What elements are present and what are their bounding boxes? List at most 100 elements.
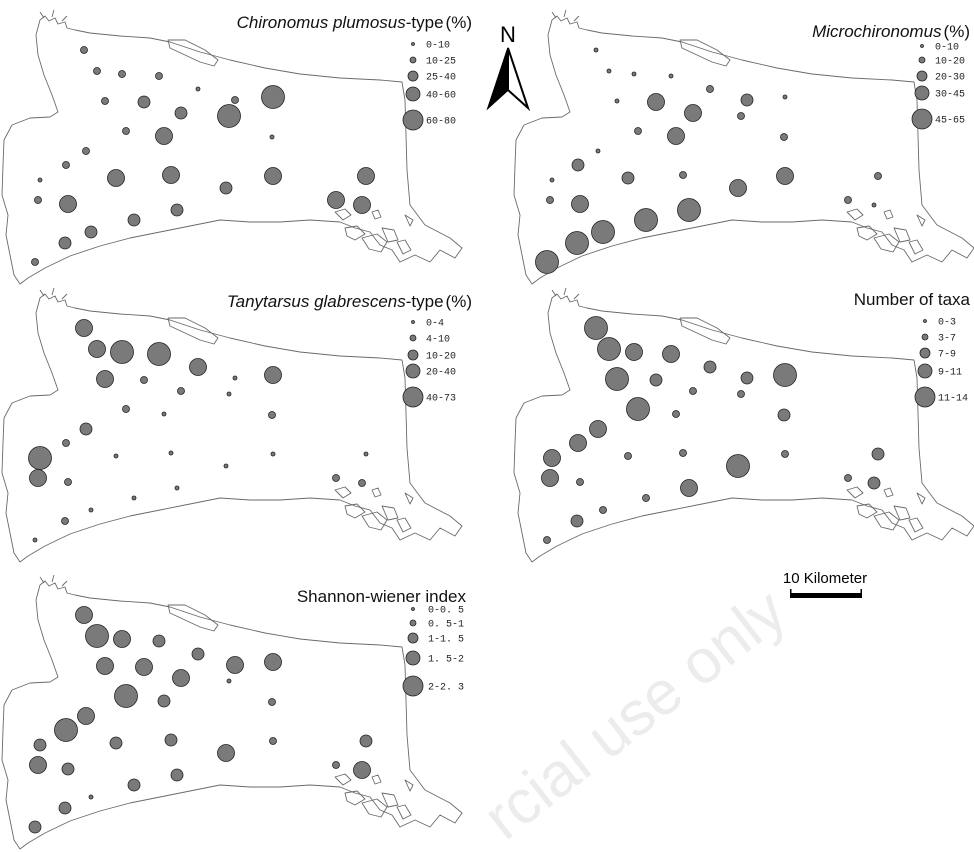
- lake-outline: [1, 287, 463, 563]
- site-marker: [591, 220, 615, 244]
- site-marker: [31, 258, 39, 266]
- site-marker: [58, 801, 72, 815]
- legend-symbol: [923, 319, 927, 323]
- site-marker: [264, 167, 282, 185]
- site-marker: [625, 343, 643, 361]
- legend-label: 0-3: [938, 318, 956, 329]
- map-panel-4: [513, 287, 974, 563]
- site-marker: [84, 225, 98, 239]
- site-marker: [703, 360, 717, 374]
- site-marker: [269, 737, 277, 745]
- site-marker: [172, 669, 190, 687]
- site-marker: [634, 127, 642, 135]
- site-marker: [777, 408, 791, 422]
- legend-label: 1. 5-2: [428, 655, 464, 666]
- legend-symbol: [409, 56, 417, 64]
- site-marker: [626, 397, 650, 421]
- site-marker: [782, 94, 788, 100]
- site-marker: [77, 707, 95, 725]
- site-marker: [85, 624, 109, 648]
- site-marker: [168, 450, 174, 456]
- site-marker: [776, 167, 794, 185]
- site-marker: [546, 196, 554, 204]
- panel-1-unit: (%): [446, 13, 472, 32]
- map-panel-3: [1, 287, 463, 563]
- site-marker: [773, 363, 797, 387]
- site-marker: [113, 453, 119, 459]
- legend-symbol: [411, 607, 415, 611]
- panel-3-taxon: Tanytarsus glabrescens: [227, 292, 406, 311]
- panel-4-title: Number of taxa: [854, 290, 971, 309]
- legend-panel-4: 0-3 3-7 7-9 9-11 11-14: [914, 318, 968, 408]
- site-marker: [631, 71, 637, 77]
- site-marker: [54, 718, 78, 742]
- site-marker: [127, 778, 141, 792]
- site-marker: [61, 517, 69, 525]
- site-marker: [327, 191, 345, 209]
- site-marker: [353, 196, 371, 214]
- legend-symbol: [405, 650, 421, 666]
- site-marker: [223, 463, 229, 469]
- legend-label: 3-7: [938, 334, 956, 345]
- legend-label: 40-60: [426, 91, 456, 102]
- site-marker: [359, 734, 373, 748]
- site-marker: [662, 345, 680, 363]
- site-marker: [122, 405, 130, 413]
- site-marker: [597, 337, 621, 361]
- site-marker: [672, 410, 680, 418]
- panel-5-label: Shannon-wiener index: [297, 587, 467, 606]
- north-arrow-icon: N: [486, 22, 531, 112]
- site-marker: [164, 733, 178, 747]
- north-label: N: [500, 22, 516, 47]
- site-marker: [28, 820, 42, 834]
- legend-label: 40-73: [426, 394, 456, 405]
- legend-symbol: [402, 675, 424, 697]
- map-panels: [1, 9, 974, 850]
- map-panel-5: [1, 574, 463, 850]
- legend-symbol: [917, 363, 933, 379]
- site-marker: [114, 684, 138, 708]
- site-marker: [726, 454, 750, 478]
- site-marker: [605, 367, 629, 391]
- site-marker: [844, 196, 852, 204]
- legend-label: 7-9: [938, 350, 956, 361]
- site-marker: [226, 656, 244, 674]
- site-marker: [353, 761, 371, 779]
- site-marker: [58, 236, 72, 250]
- legend-symbol: [407, 70, 419, 82]
- site-marker: [867, 476, 881, 490]
- site-marker: [543, 536, 551, 544]
- site-marker: [113, 630, 131, 648]
- site-marker: [642, 494, 650, 502]
- legend-symbol: [405, 86, 421, 102]
- scale-bar-line: [790, 593, 862, 598]
- site-marker: [667, 127, 685, 145]
- site-marker: [135, 658, 153, 676]
- panel-2-title: Microchironomus (%): [812, 22, 970, 41]
- site-marker: [780, 133, 788, 141]
- legend-symbol: [405, 363, 421, 379]
- site-marker: [684, 104, 702, 122]
- legend-label: 0-10: [426, 41, 450, 52]
- site-marker: [231, 96, 239, 104]
- legend-label: 10-20: [935, 57, 965, 68]
- site-marker: [174, 485, 180, 491]
- site-marker: [64, 478, 72, 486]
- site-marker: [96, 370, 114, 388]
- site-marker: [152, 634, 166, 648]
- site-marker: [88, 794, 94, 800]
- site-marker: [140, 376, 148, 384]
- legend-symbol: [409, 334, 417, 342]
- site-marker: [75, 319, 93, 337]
- site-marker: [647, 93, 665, 111]
- site-marker: [155, 72, 163, 80]
- site-marker: [363, 451, 369, 457]
- legend-panel-2: 0-10 10-20 20-30 30-45 45-65: [911, 43, 965, 130]
- site-marker: [740, 93, 754, 107]
- site-marker: [29, 756, 47, 774]
- site-marker: [679, 449, 687, 457]
- site-marker: [679, 171, 687, 179]
- legend-label: 2-2. 3: [428, 683, 464, 694]
- scale-bar-tick-right: [860, 589, 862, 598]
